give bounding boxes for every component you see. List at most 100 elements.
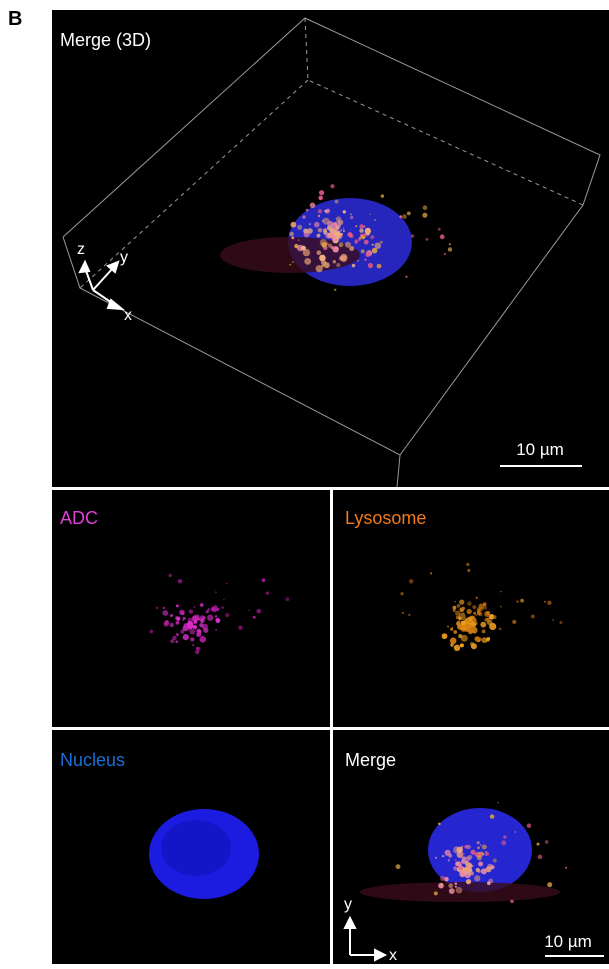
punctum <box>461 852 464 855</box>
punctum <box>170 623 174 627</box>
punctum <box>480 622 486 628</box>
punctum <box>399 215 402 218</box>
punctum <box>194 606 196 608</box>
punctum <box>467 601 471 605</box>
punctum <box>500 606 502 608</box>
punctum <box>322 220 324 222</box>
axis-label-x: x <box>389 947 397 964</box>
punctum <box>163 607 166 610</box>
punctum <box>318 215 320 217</box>
punctum <box>301 246 306 251</box>
punctum <box>458 617 461 620</box>
punctum <box>336 263 340 267</box>
punctum <box>484 611 490 617</box>
punctum <box>480 844 482 846</box>
punctum <box>289 232 293 236</box>
figure: B Merge (3D) z y x 10 µm ADC Lysosome Nu… <box>0 0 609 964</box>
punctum <box>334 221 341 228</box>
punctum <box>253 616 256 619</box>
punctum <box>193 625 197 629</box>
punctum <box>176 633 178 635</box>
scale-bar-label: 10 µm <box>516 440 564 459</box>
punctum <box>407 212 411 216</box>
punctum <box>512 620 516 624</box>
punctum <box>440 234 445 239</box>
punctum <box>207 615 213 621</box>
punctum <box>477 610 480 613</box>
punctum <box>176 621 180 625</box>
punctum <box>226 583 228 585</box>
punctum <box>565 867 567 869</box>
punctum <box>377 264 382 269</box>
punctum <box>457 604 461 608</box>
punctum <box>314 222 320 228</box>
punctum <box>363 225 366 228</box>
punctum <box>489 623 496 630</box>
punctum <box>176 617 180 621</box>
punctum <box>365 229 371 235</box>
punctum <box>166 620 168 622</box>
punctum <box>343 230 345 232</box>
punctum <box>302 215 305 218</box>
punctum <box>336 230 338 232</box>
punctum <box>357 260 359 262</box>
punctum <box>461 635 468 642</box>
punctum <box>183 617 186 620</box>
punctum <box>183 634 189 640</box>
punctum <box>463 612 465 614</box>
punctum <box>310 203 316 209</box>
punctum <box>455 886 457 888</box>
punctum <box>449 888 455 894</box>
punctum <box>289 264 291 266</box>
punctum <box>317 234 321 238</box>
punctum <box>458 865 463 870</box>
nucleus-shade <box>161 820 231 876</box>
punctum <box>402 612 404 614</box>
punctum <box>343 228 345 230</box>
punctum <box>361 235 365 239</box>
punctum <box>368 263 373 268</box>
punctum <box>472 865 474 867</box>
punctum <box>441 883 443 885</box>
punctum <box>487 637 490 640</box>
punctum <box>482 630 486 634</box>
punctum <box>221 607 223 609</box>
punctum <box>455 611 460 616</box>
punctum <box>156 607 159 610</box>
punctum <box>162 610 168 616</box>
punctum <box>455 862 459 866</box>
punctum <box>461 621 466 626</box>
punctum <box>500 591 502 593</box>
axis-label-z: z <box>77 241 85 258</box>
punctum <box>455 601 457 603</box>
punctum <box>321 264 324 267</box>
punctum <box>196 632 201 637</box>
punctum <box>335 232 340 237</box>
punctum <box>453 846 460 853</box>
punctum <box>493 859 497 863</box>
punctum <box>531 615 535 619</box>
punctum <box>475 614 477 616</box>
punctum <box>464 856 470 862</box>
punctum <box>215 618 220 623</box>
punctum <box>538 855 543 860</box>
punctum <box>442 855 444 857</box>
punctum <box>266 592 269 595</box>
punctum <box>181 611 185 615</box>
punctum <box>455 859 457 861</box>
punctum <box>462 607 465 610</box>
punctum <box>372 244 374 246</box>
punctum <box>470 871 474 875</box>
punctum <box>473 627 476 630</box>
punctum <box>434 891 438 895</box>
punctum <box>175 640 178 643</box>
punctum <box>318 209 322 213</box>
punctum <box>423 205 428 210</box>
punctum <box>364 240 369 245</box>
punctum <box>348 232 353 237</box>
panel-title: Lysosome <box>345 508 426 528</box>
punctum <box>297 225 302 230</box>
punctum <box>482 853 484 855</box>
punctum <box>355 225 357 227</box>
punctum <box>200 638 203 641</box>
